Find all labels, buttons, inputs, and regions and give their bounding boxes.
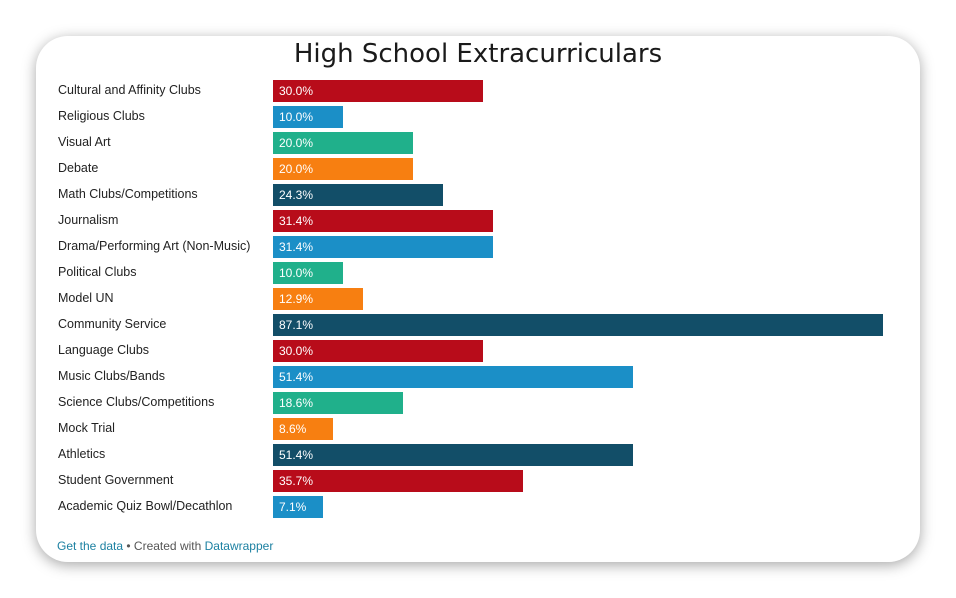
bar-row: Political Clubs 10.0% xyxy=(36,260,920,286)
bar-value-label: 51.4% xyxy=(279,448,314,462)
bar-value-label: 31.4% xyxy=(279,214,314,228)
bar-value-label: 12.9% xyxy=(279,292,314,306)
bar-value-label: 35.7% xyxy=(279,474,314,488)
bar-row: Music Clubs/Bands 51.4% xyxy=(36,364,920,390)
bar-value-label: 18.6% xyxy=(279,396,314,410)
get-the-data-link[interactable]: Get the data xyxy=(57,539,124,553)
bar: 51.4% xyxy=(273,366,633,388)
bar-value-label: 51.4% xyxy=(279,370,314,384)
bar-row: Academic Quiz Bowl/Decathlon 7.1% xyxy=(36,494,920,520)
bar-value-label: 10.0% xyxy=(279,266,314,280)
bar: 30.0% xyxy=(273,340,484,362)
category-label: Language Clubs xyxy=(58,343,150,357)
chart-title: High School Extracurriculars xyxy=(293,39,663,69)
bar: 18.6% xyxy=(273,392,404,414)
category-label: Math Clubs/Competitions xyxy=(58,187,198,201)
bar-row: Science Clubs/Competitions 18.6% xyxy=(36,390,920,416)
bar-value-label: 7.1% xyxy=(279,500,307,514)
bar-value-label: 20.0% xyxy=(279,136,314,150)
bar: 24.3% xyxy=(273,184,444,206)
category-label: Science Clubs/Competitions xyxy=(58,395,215,409)
bar-value-label: 31.4% xyxy=(279,240,314,254)
bar-row: Religious Clubs 10.0% xyxy=(36,104,920,130)
category-label: Religious Clubs xyxy=(58,109,145,123)
bar-row: Cultural and Affinity Clubs 30.0% xyxy=(36,78,920,104)
bar: 7.1% xyxy=(273,496,323,518)
bar-value-label: 20.0% xyxy=(279,162,314,176)
category-label: Debate xyxy=(58,161,99,175)
bar-row: Student Government 35.7% xyxy=(36,468,920,494)
category-label: Student Government xyxy=(58,473,174,487)
category-label: Visual Art xyxy=(58,135,111,149)
bar-row: Debate 20.0% xyxy=(36,156,920,182)
category-label: Music Clubs/Bands xyxy=(58,369,165,383)
bar: 20.0% xyxy=(273,132,414,154)
bar: 20.0% xyxy=(273,158,414,180)
bar: 87.1% xyxy=(273,314,883,336)
category-label: Community Service xyxy=(58,317,167,331)
category-label: Mock Trial xyxy=(58,421,115,435)
category-label: Journalism xyxy=(58,213,119,227)
bar: 10.0% xyxy=(273,262,344,284)
bar-row: Journalism 31.4% xyxy=(36,208,920,234)
bar-row: Language Clubs 30.0% xyxy=(36,338,920,364)
bar-row: Drama/Performing Art (Non-Music) 31.4% xyxy=(36,234,920,260)
bar: 8.6% xyxy=(273,418,334,440)
bar-value-label: 10.0% xyxy=(279,110,314,124)
category-label: Drama/Performing Art (Non-Music) xyxy=(58,239,251,253)
bar-row: Visual Art 20.0% xyxy=(36,130,920,156)
category-label: Cultural and Affinity Clubs xyxy=(58,83,201,97)
category-label: Model UN xyxy=(58,291,114,305)
chart-card: High School Extracurriculars Cultural an… xyxy=(36,36,920,562)
bar: 12.9% xyxy=(273,288,364,310)
bar-row: Mock Trial 8.6% xyxy=(36,416,920,442)
bar: 30.0% xyxy=(273,80,484,102)
bar-value-label: 24.3% xyxy=(279,188,314,202)
bar: 31.4% xyxy=(273,236,493,258)
bar-value-label: 30.0% xyxy=(279,84,314,98)
bar-value-label: 30.0% xyxy=(279,344,314,358)
bar-row: Model UN 12.9% xyxy=(36,286,920,312)
bar: 51.4% xyxy=(273,444,633,466)
bar-value-label: 87.1% xyxy=(279,318,314,332)
datawrapper-link[interactable]: Datawrapper xyxy=(204,539,274,553)
bar: 35.7% xyxy=(273,470,524,492)
chart-footer: Get the data • Created with Datawrapper xyxy=(57,539,273,553)
bar-row: Athletics 51.4% xyxy=(36,442,920,468)
footer-separator: • Created with xyxy=(123,539,205,553)
bar-value-label: 8.6% xyxy=(279,422,307,436)
bar: 31.4% xyxy=(273,210,493,232)
category-label: Athletics xyxy=(58,447,106,461)
bar-row: Math Clubs/Competitions 24.3% xyxy=(36,182,920,208)
bar: 10.0% xyxy=(273,106,344,128)
bar-row: Community Service 87.1% xyxy=(36,312,920,338)
category-label: Political Clubs xyxy=(58,265,137,279)
category-label: Academic Quiz Bowl/Decathlon xyxy=(58,499,233,513)
